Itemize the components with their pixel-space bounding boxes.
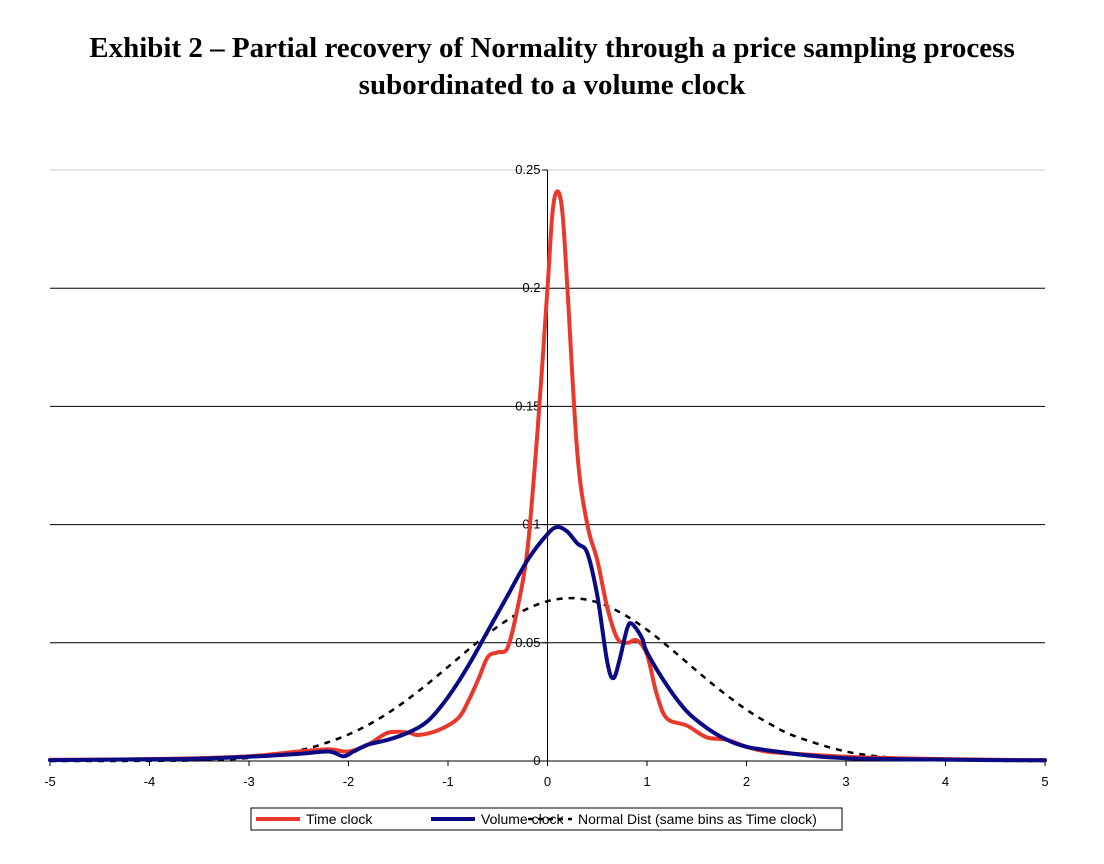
x-tick-label-1: -4 (144, 774, 156, 789)
x-tick-label-8: 3 (842, 774, 849, 789)
x-tick-label-0: -5 (44, 774, 56, 789)
chart-title: Exhibit 2 – Partial recovery of Normalit… (0, 30, 1104, 104)
legend-label-1: Volume clock (481, 811, 564, 827)
series-line-1 (48, 524, 1047, 763)
x-tick-label-10: 5 (1041, 774, 1048, 789)
chart-title-line-2: subordinated to a volume clock (358, 69, 746, 101)
chart-title-line-1: Exhibit 2 – Partial recovery of Normalit… (89, 32, 1015, 64)
y-tick-label-3: 0.15 (515, 398, 540, 413)
x-tick-label-5: 0 (544, 774, 551, 789)
legend-label-2: Normal Dist (same bins as Time clock) (578, 811, 817, 827)
x-tick-label-6: 1 (643, 774, 650, 789)
x-tick-label-4: -1 (442, 774, 454, 789)
x-tick-label-9: 4 (942, 774, 949, 789)
legend-box (250, 807, 843, 831)
y-tick-label-4: 0.2 (522, 280, 540, 295)
y-tick-label-1: 0.05 (515, 635, 540, 650)
x-tick-label-2: -3 (243, 774, 255, 789)
y-tick-label-5: 0.25 (515, 162, 540, 177)
legend: Time clock Volume clock Normal Dist (same … (250, 807, 843, 831)
x-tick-label-7: 2 (743, 774, 750, 789)
x-tick-label-3: -2 (343, 774, 355, 789)
legend-label-0: Time clock (306, 811, 373, 827)
series-lines (48, 189, 1047, 763)
series-line-2 (50, 596, 1046, 763)
